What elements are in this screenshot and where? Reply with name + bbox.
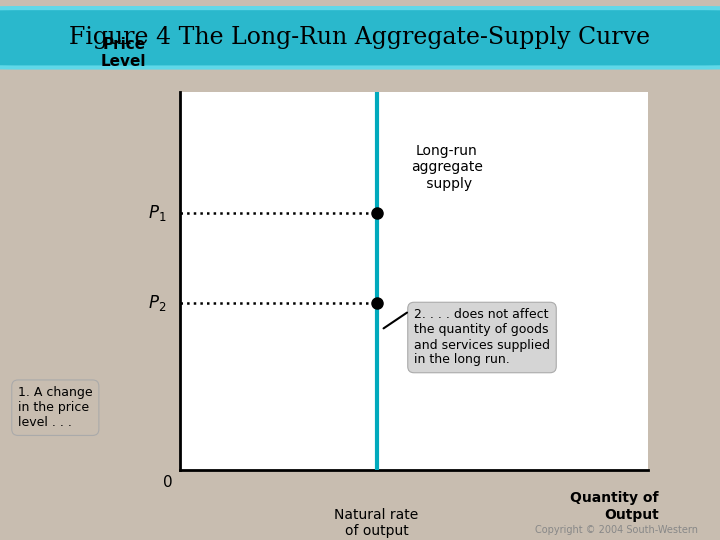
Text: Long-run
aggregate
 supply: Long-run aggregate supply xyxy=(411,144,482,191)
Text: Copyright © 2004 South-Western: Copyright © 2004 South-Western xyxy=(536,524,698,535)
Text: 0: 0 xyxy=(163,475,173,490)
Text: 2. . . . does not affect
the quantity of goods
and services supplied
in the long: 2. . . . does not affect the quantity of… xyxy=(414,308,550,367)
Text: Natural rate
of output: Natural rate of output xyxy=(334,508,419,538)
Text: $P_1$: $P_1$ xyxy=(148,202,166,223)
Text: Figure 4 The Long-Run Aggregate-Supply Curve: Figure 4 The Long-Run Aggregate-Supply C… xyxy=(69,26,651,49)
Text: Quantity of
Output: Quantity of Output xyxy=(570,491,659,522)
Text: 1. A change
in the price
level . . .: 1. A change in the price level . . . xyxy=(18,386,93,429)
Text: Price
Level: Price Level xyxy=(101,37,147,69)
Text: $P_2$: $P_2$ xyxy=(148,293,166,314)
FancyBboxPatch shape xyxy=(0,8,720,68)
